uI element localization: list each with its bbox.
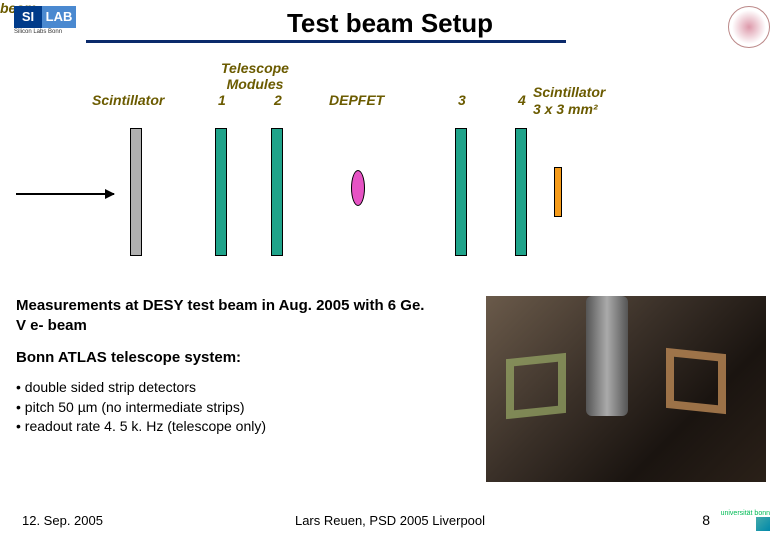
bullet-item: • double sided strip detectors	[16, 378, 266, 398]
bullet-item: • pitch 50 µm (no intermediate strips)	[16, 398, 266, 418]
grey-detector-bar	[130, 128, 142, 256]
depfet-logo	[728, 6, 770, 48]
scint2-l2: 3 x 3 mm²	[533, 101, 598, 117]
orange-detector-bar	[554, 167, 562, 217]
measurements-text: Measurements at DESY test beam in Aug. 2…	[16, 296, 436, 337]
bullet-2: pitch 50 µm (no intermediate strips)	[25, 399, 245, 415]
label-module-2: 2	[274, 92, 282, 108]
label-module-3: 3	[458, 92, 466, 108]
slide: SILAB Silicon Labs Bonn Test beam Setup …	[0, 0, 780, 540]
photo-cylinder	[586, 296, 628, 416]
label-module-4: 4	[518, 92, 526, 108]
beam-arrow	[16, 193, 114, 195]
uni-logo-square	[756, 517, 770, 531]
photo-frame-2	[666, 348, 726, 414]
label-telescope-text: Telescope Modules	[221, 60, 289, 92]
bullet-3: readout rate 4. 5 k. Hz (telescope only)	[25, 418, 266, 434]
teal-detector-bar	[215, 128, 227, 256]
bullet-1: double sided strip detectors	[25, 379, 196, 395]
bonn-heading: Bonn ATLAS telescope system:	[16, 348, 241, 368]
teal-detector-bar	[271, 128, 283, 256]
setup-photo	[486, 296, 766, 482]
bullet-item: • readout rate 4. 5 k. Hz (telescope onl…	[16, 417, 266, 437]
label-telescope: Telescope Modules	[200, 60, 310, 92]
page-number: 8	[702, 512, 710, 528]
title-rule	[86, 40, 566, 43]
label-scintillator: Scintillator	[92, 92, 164, 108]
university-logo: universität bonn	[716, 510, 770, 534]
depfet-module	[351, 170, 365, 206]
label-module-1: 1	[218, 92, 226, 108]
teal-detector-bar	[515, 128, 527, 256]
footer-center: Lars Reuen, PSD 2005 Liverpool	[0, 513, 780, 528]
label-scintillator-small: Scintillator 3 x 3 mm²	[533, 84, 653, 118]
page-title: Test beam Setup	[0, 8, 780, 39]
scint2-l1: Scintillator	[533, 84, 605, 100]
label-depfet: DEPFET	[329, 92, 384, 108]
teal-detector-bar	[455, 128, 467, 256]
photo-frame-1	[506, 353, 566, 419]
uni-text: universität bonn	[721, 510, 770, 517]
bullet-list: • double sided strip detectors • pitch 5…	[16, 378, 266, 437]
